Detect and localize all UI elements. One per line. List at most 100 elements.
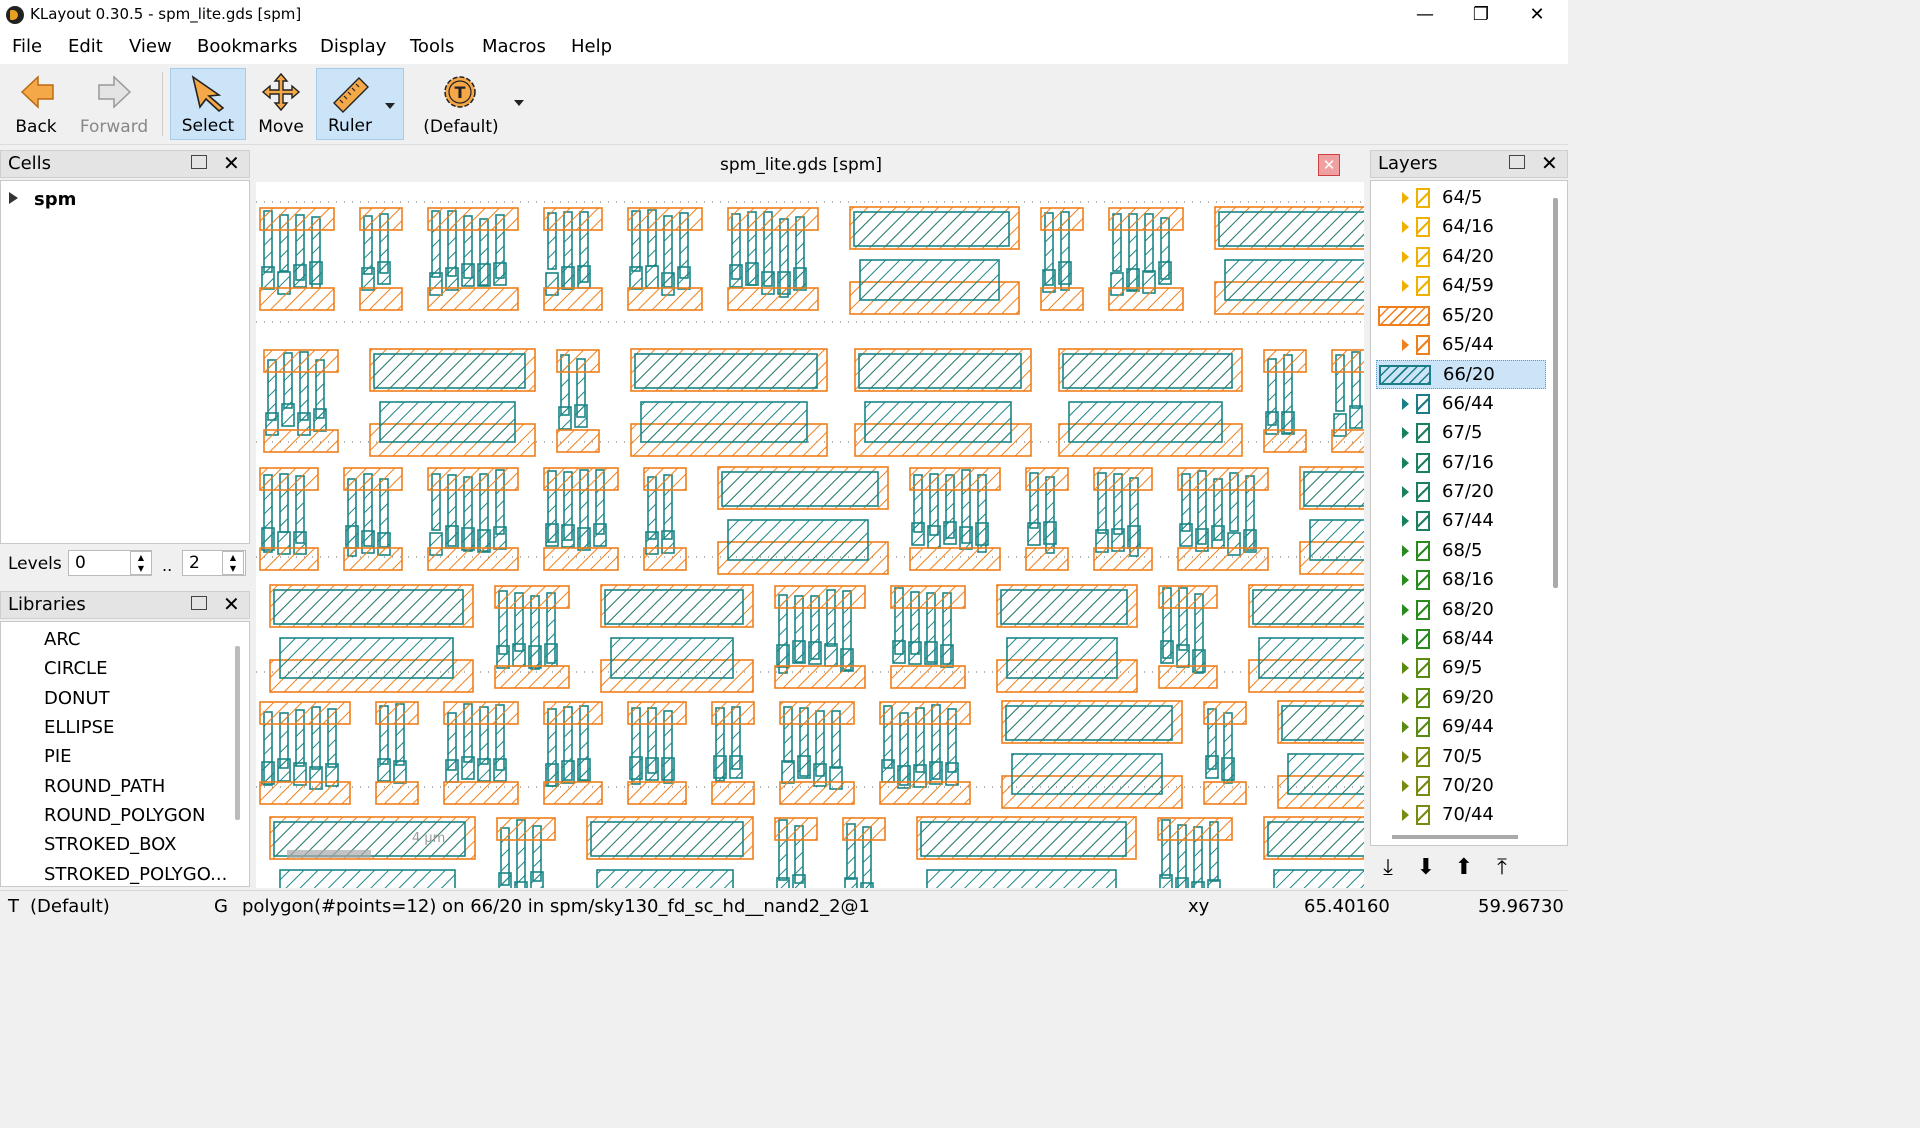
layout-shape-66-20[interactable] xyxy=(345,525,359,549)
layout-shape-66-20[interactable] xyxy=(590,821,744,857)
layer-row[interactable]: 64/16 xyxy=(1376,213,1546,242)
layout-shape-66-20[interactable] xyxy=(858,353,1022,389)
layout-shape-66-20[interactable] xyxy=(1211,525,1225,549)
layer-expand-icon[interactable] xyxy=(1402,250,1409,263)
layer-expand-icon[interactable] xyxy=(1402,721,1409,734)
layer-expand-icon[interactable] xyxy=(1402,192,1409,204)
layout-shape-66-20[interactable] xyxy=(629,756,643,780)
layout-shape-66-20[interactable] xyxy=(634,353,818,389)
levels-to-spinner[interactable]: ▲ ▼ xyxy=(222,551,244,575)
layer-row[interactable]: 67/44 xyxy=(1376,507,1546,536)
ruler-mode-button[interactable]: Ruler xyxy=(316,68,404,140)
layout-shape-65-20[interactable] xyxy=(556,349,600,373)
layout-shape-65-20[interactable] xyxy=(1331,349,1364,373)
layout-shape-66-20[interactable] xyxy=(544,643,558,667)
layer-expand-icon[interactable] xyxy=(1402,339,1409,351)
library-item[interactable]: ROUND_POLYGON xyxy=(44,805,206,826)
layer-expand-icon[interactable] xyxy=(1402,574,1409,587)
layout-shape-65-20[interactable] xyxy=(1093,547,1153,571)
layout-shape-66-20[interactable] xyxy=(844,877,858,888)
layout-shape-66-20[interactable] xyxy=(273,589,464,625)
move-to-top-icon[interactable]: ⤒ xyxy=(1497,855,1507,880)
layout-shape-65-20[interactable] xyxy=(1177,547,1269,571)
layout-shape-66-20[interactable] xyxy=(279,637,454,679)
layout-shape-65-20[interactable] xyxy=(1263,429,1307,453)
layout-shape-65-20[interactable] xyxy=(427,547,519,571)
layout-shape-65-20[interactable] xyxy=(1203,781,1247,805)
layer-expand-icon[interactable] xyxy=(1402,603,1409,616)
layout-shape-65-20[interactable] xyxy=(727,207,819,231)
layout-shape-66-20[interactable] xyxy=(461,527,475,551)
layout-shape-66-20[interactable] xyxy=(1011,753,1163,795)
layout-shape-65-20[interactable] xyxy=(443,781,519,805)
layer-expand-icon[interactable] xyxy=(1402,691,1409,704)
layout-shape-66-20[interactable] xyxy=(940,644,954,668)
layout-shape-65-20[interactable] xyxy=(643,547,687,571)
layout-shape-66-20[interactable] xyxy=(261,761,275,785)
layout-shape-66-20[interactable] xyxy=(629,266,643,290)
layout-drawing[interactable]: 4 µm xyxy=(256,182,1364,888)
close-panel-icon[interactable]: ✕ xyxy=(223,151,240,175)
library-item[interactable]: STROKED_POLYGO... xyxy=(44,864,228,885)
layout-shape-66-20[interactable] xyxy=(1287,753,1364,795)
layout-shape-65-20[interactable] xyxy=(842,817,886,841)
layer-expand-icon[interactable] xyxy=(1402,750,1409,763)
layout-shape-66-20[interactable] xyxy=(309,261,323,285)
layout-shape-65-20[interactable] xyxy=(1025,547,1069,571)
layer-row[interactable]: 64/5 xyxy=(1376,184,1546,213)
layout-shape-66-20[interactable] xyxy=(496,645,510,669)
layout-shape-65-20[interactable] xyxy=(711,781,755,805)
layout-shape-66-20[interactable] xyxy=(313,408,327,432)
layout-shape-66-20[interactable] xyxy=(881,759,895,783)
layout-shape-65-20[interactable] xyxy=(774,585,866,609)
layer-expand-icon[interactable] xyxy=(1402,456,1409,469)
minimize-button[interactable]: — xyxy=(1416,4,1434,25)
select-mode-button[interactable]: Select xyxy=(170,68,246,140)
layer-row[interactable]: 64/59 xyxy=(1376,272,1546,301)
layout-shape-65-20[interactable] xyxy=(427,467,519,491)
layer-expand-icon[interactable] xyxy=(1402,427,1409,440)
layer-row[interactable]: 65/20 xyxy=(1376,302,1546,331)
layout-shape-66-20[interactable] xyxy=(864,401,1012,443)
layout-shape-66-20[interactable] xyxy=(824,643,838,667)
layout-shape-66-20[interactable] xyxy=(596,869,734,888)
layout-shape-65-20[interactable] xyxy=(1158,585,1218,609)
layer-expand-icon[interactable] xyxy=(1402,809,1409,822)
layer-row[interactable]: 69/44 xyxy=(1376,713,1546,742)
layout-shape-66-20[interactable] xyxy=(261,527,275,551)
layout-shape-66-20[interactable] xyxy=(892,640,906,664)
layout-shape-65-20[interactable] xyxy=(774,817,818,841)
layout-shape-66-20[interactable] xyxy=(853,211,1010,247)
layout-shape-66-20[interactable] xyxy=(927,525,941,549)
layout-shape-66-20[interactable] xyxy=(604,589,744,625)
layout-shape-66-20[interactable] xyxy=(1159,874,1173,888)
layer-expand-icon[interactable] xyxy=(1402,486,1409,498)
layer-expand-icon[interactable] xyxy=(1402,662,1409,675)
layout-shape-65-20[interactable] xyxy=(1040,287,1084,311)
move-to-bottom-icon[interactable]: ⤓ xyxy=(1383,855,1393,880)
levels-from-spinner[interactable]: ▲ ▼ xyxy=(130,551,152,575)
forward-button[interactable]: Forward xyxy=(76,68,152,140)
layout-shape-66-20[interactable] xyxy=(545,523,559,547)
layer-row[interactable]: 70/44 xyxy=(1376,801,1546,830)
layout-shape-66-20[interactable] xyxy=(860,882,874,888)
layout-shape-66-20[interactable] xyxy=(1349,405,1363,429)
layout-shape-65-20[interactable] xyxy=(359,207,403,231)
layout-shape-65-20[interactable] xyxy=(1040,207,1084,231)
layout-shape-66-20[interactable] xyxy=(1006,637,1118,679)
layout-shape-66-20[interactable] xyxy=(859,259,1000,301)
layout-shape-66-20[interactable] xyxy=(1205,755,1219,779)
layout-shape-65-20[interactable] xyxy=(627,781,687,805)
layout-shape-66-20[interactable] xyxy=(797,755,811,779)
layout-shape-65-20[interactable] xyxy=(1203,701,1247,725)
layer-expand-icon[interactable] xyxy=(1402,780,1409,792)
layout-shape-65-20[interactable] xyxy=(890,665,966,689)
layout-shape-66-20[interactable] xyxy=(528,645,542,669)
layout-shape-66-20[interactable] xyxy=(1000,589,1128,625)
layout-shape-66-20[interactable] xyxy=(1175,877,1189,888)
macro-default-button[interactable]: T (Default) xyxy=(418,68,538,140)
layout-shape-66-20[interactable] xyxy=(1158,261,1172,285)
layout-shape-66-20[interactable] xyxy=(1218,211,1364,247)
layout-shape-66-20[interactable] xyxy=(959,526,973,550)
layout-shape-65-20[interactable] xyxy=(263,349,339,373)
